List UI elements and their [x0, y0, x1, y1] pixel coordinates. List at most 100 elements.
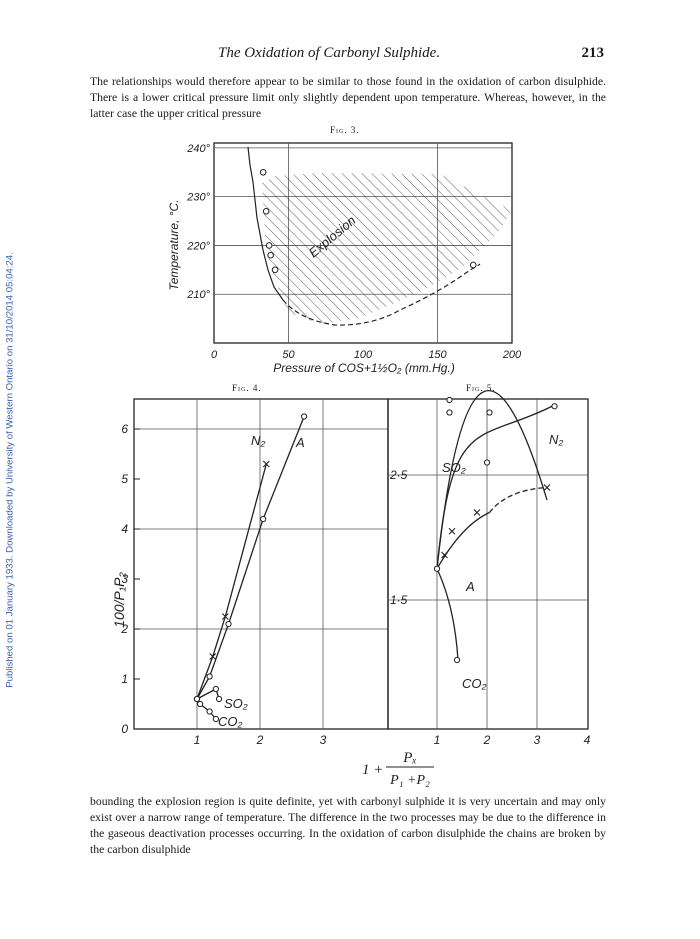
- fig5-series-curve: [436, 568, 459, 661]
- fig4-data-point: [260, 515, 267, 523]
- running-head: The Oxidation of Carbonyl Sulphide. 213: [0, 45, 700, 65]
- fig4-data-point: [206, 673, 213, 680]
- fig4-y-tick-label: 1: [121, 672, 128, 686]
- fig3-x-ticks: 0 50 100 150 200: [211, 349, 522, 361]
- fig3-x-tick-label: 100: [354, 349, 373, 361]
- fig4-x-tick-label: 3: [320, 733, 327, 747]
- fig5-x-tick-label: 4: [584, 733, 591, 747]
- fig4-x-tick-label: 1: [194, 733, 201, 747]
- fig5-data-point: [441, 551, 448, 559]
- fig5-label-co2: CO₂: [462, 676, 487, 691]
- paragraph-top: The relationships would therefore appear…: [90, 75, 606, 120]
- fig4-label-n2: N₂: [251, 433, 265, 448]
- fig5-x-tick-label: 3: [534, 733, 541, 747]
- fig5-label-so2: SO₂: [442, 460, 466, 475]
- fig3-y-label: Temperature, °C.: [167, 199, 181, 290]
- fig5-grid: [388, 399, 588, 729]
- fig4-frame: [133, 398, 389, 730]
- shared-x-axis-formula: 1 + Pₓ P₁ +P₂: [362, 750, 434, 788]
- fig5-data-point: [446, 409, 453, 416]
- page-number: 213: [581, 45, 605, 61]
- fig3-data-point: [271, 266, 279, 274]
- fig5-data-point: [453, 656, 461, 664]
- fig5-data-point: [543, 484, 551, 491]
- fig4-caption: Fig. 4.: [232, 383, 262, 393]
- fig5-data-point: [483, 459, 491, 466]
- fig3-data-point: [265, 242, 273, 249]
- fig4-y-label: 100/P₁P₂: [111, 572, 127, 628]
- fig5-x-tick-label: 1: [434, 733, 441, 747]
- fig4-y-tick-label: 3: [121, 572, 128, 586]
- fig4-data-point: [262, 460, 270, 468]
- fig5-data-point: [433, 565, 441, 572]
- fig4-data-point: [212, 715, 219, 723]
- fig4-data-point: [206, 708, 213, 715]
- fig3-points: [259, 168, 477, 274]
- fig4-x-tick-label: 2: [256, 733, 264, 747]
- fig4-y-tick-label: 5: [121, 472, 128, 486]
- fig3-y-ticks: 210° 220° 230° 240°: [186, 143, 210, 301]
- fig3-frame: [213, 142, 513, 344]
- fig3-data-point: [262, 207, 270, 215]
- fig5-caption: Fig. 5.: [466, 383, 496, 393]
- fig4-data-point: [193, 695, 201, 703]
- fig5-chart: 1·5 2·5 1 2 3 4 N₂ SO₂ A CO₂: [387, 390, 591, 747]
- formula-numerator: Pₓ: [402, 750, 416, 766]
- fig4-chart: 0 1 2 3 4 5 6 1 2 3 100/P₁P₂ N₂ A SO₂ CO₂: [111, 398, 389, 747]
- fig4-data-point: [221, 613, 229, 620]
- fig3-chart: 210° 220° 230° 240° 0 50 100 150 200 Temperatur…: [167, 142, 522, 375]
- fig5-x-tick-label: 2: [483, 733, 491, 747]
- fig5-series-curve: [436, 405, 553, 569]
- fig4-label-a: A: [295, 435, 305, 450]
- fig3-x-label: Pressure of COS+1½O₂ (mm.Hg.): [273, 361, 455, 375]
- fig5-data-point: [473, 509, 481, 516]
- fig3-data-point: [259, 168, 267, 176]
- fig4-data-point: [215, 695, 223, 703]
- fig3-x-tick-label: 50: [282, 349, 295, 361]
- fig5-series-curve: [436, 390, 548, 569]
- fig5-x-ticks: 1 2 3 4: [434, 733, 591, 747]
- fig4-y-tick-label: 4: [121, 522, 128, 536]
- fig4-lines: [193, 413, 308, 723]
- fig4-series-line: [196, 463, 267, 700]
- fig4-data-point: [209, 653, 217, 660]
- fig5-label-a: A: [465, 579, 475, 594]
- fig5-y-tick-label: 2·5: [389, 468, 408, 482]
- fig5-frame: [387, 398, 589, 730]
- fig3-y-tick-label: 230°: [186, 192, 210, 204]
- fig3-limit-curve-dashed: [282, 263, 481, 326]
- fig3-data-point: [469, 261, 477, 269]
- fig4-data-point: [197, 700, 204, 708]
- fig5-lines: [433, 390, 558, 664]
- fig4-data-point: [212, 685, 219, 693]
- fig3-x-tick-label: 0: [211, 349, 218, 361]
- paragraph-bottom: bounding the explosion region is quite d…: [90, 795, 606, 856]
- fig5-y-ticks: 1·5 2·5: [389, 468, 408, 607]
- fig5-data-point: [446, 396, 453, 404]
- fig3-x-tick-label: 150: [428, 349, 447, 361]
- fig5-data-point: [551, 403, 558, 410]
- fig3-limit-curve: [247, 146, 284, 301]
- fig3-x-tick-label: 200: [502, 349, 522, 361]
- fig4-y-tick-label: 2: [120, 622, 128, 636]
- fig4-label-so2: SO₂: [224, 696, 248, 711]
- fig4-y-tick-label: 6: [121, 422, 128, 436]
- fig4-y-tick-label: 0: [121, 722, 128, 736]
- fig4-grid: [134, 399, 388, 729]
- fig5-data-point: [486, 409, 493, 416]
- running-title: The Oxidation of Carbonyl Sulphide.: [218, 45, 441, 61]
- fig4-label-co2: CO₂: [218, 714, 243, 729]
- fig3-data-point: [267, 251, 274, 259]
- fig5-series-curve: [488, 486, 548, 513]
- fig3-y-tick-label: 210°: [186, 289, 210, 301]
- formula-denominator: P₁ +P₂: [389, 773, 430, 788]
- fig4-y-ticks: 0 1 2 3 4 5 6: [120, 422, 140, 736]
- fig3-y-tick-label: 240°: [186, 143, 210, 155]
- fig3-y-tick-label: 220°: [186, 240, 210, 252]
- fig5-y-tick-label: 1·5: [390, 593, 408, 607]
- formula-prefix: 1 +: [362, 762, 383, 778]
- fig4-data-point: [301, 413, 308, 420]
- fig4-data-point: [225, 620, 232, 628]
- fig5-series-curve: [436, 511, 490, 570]
